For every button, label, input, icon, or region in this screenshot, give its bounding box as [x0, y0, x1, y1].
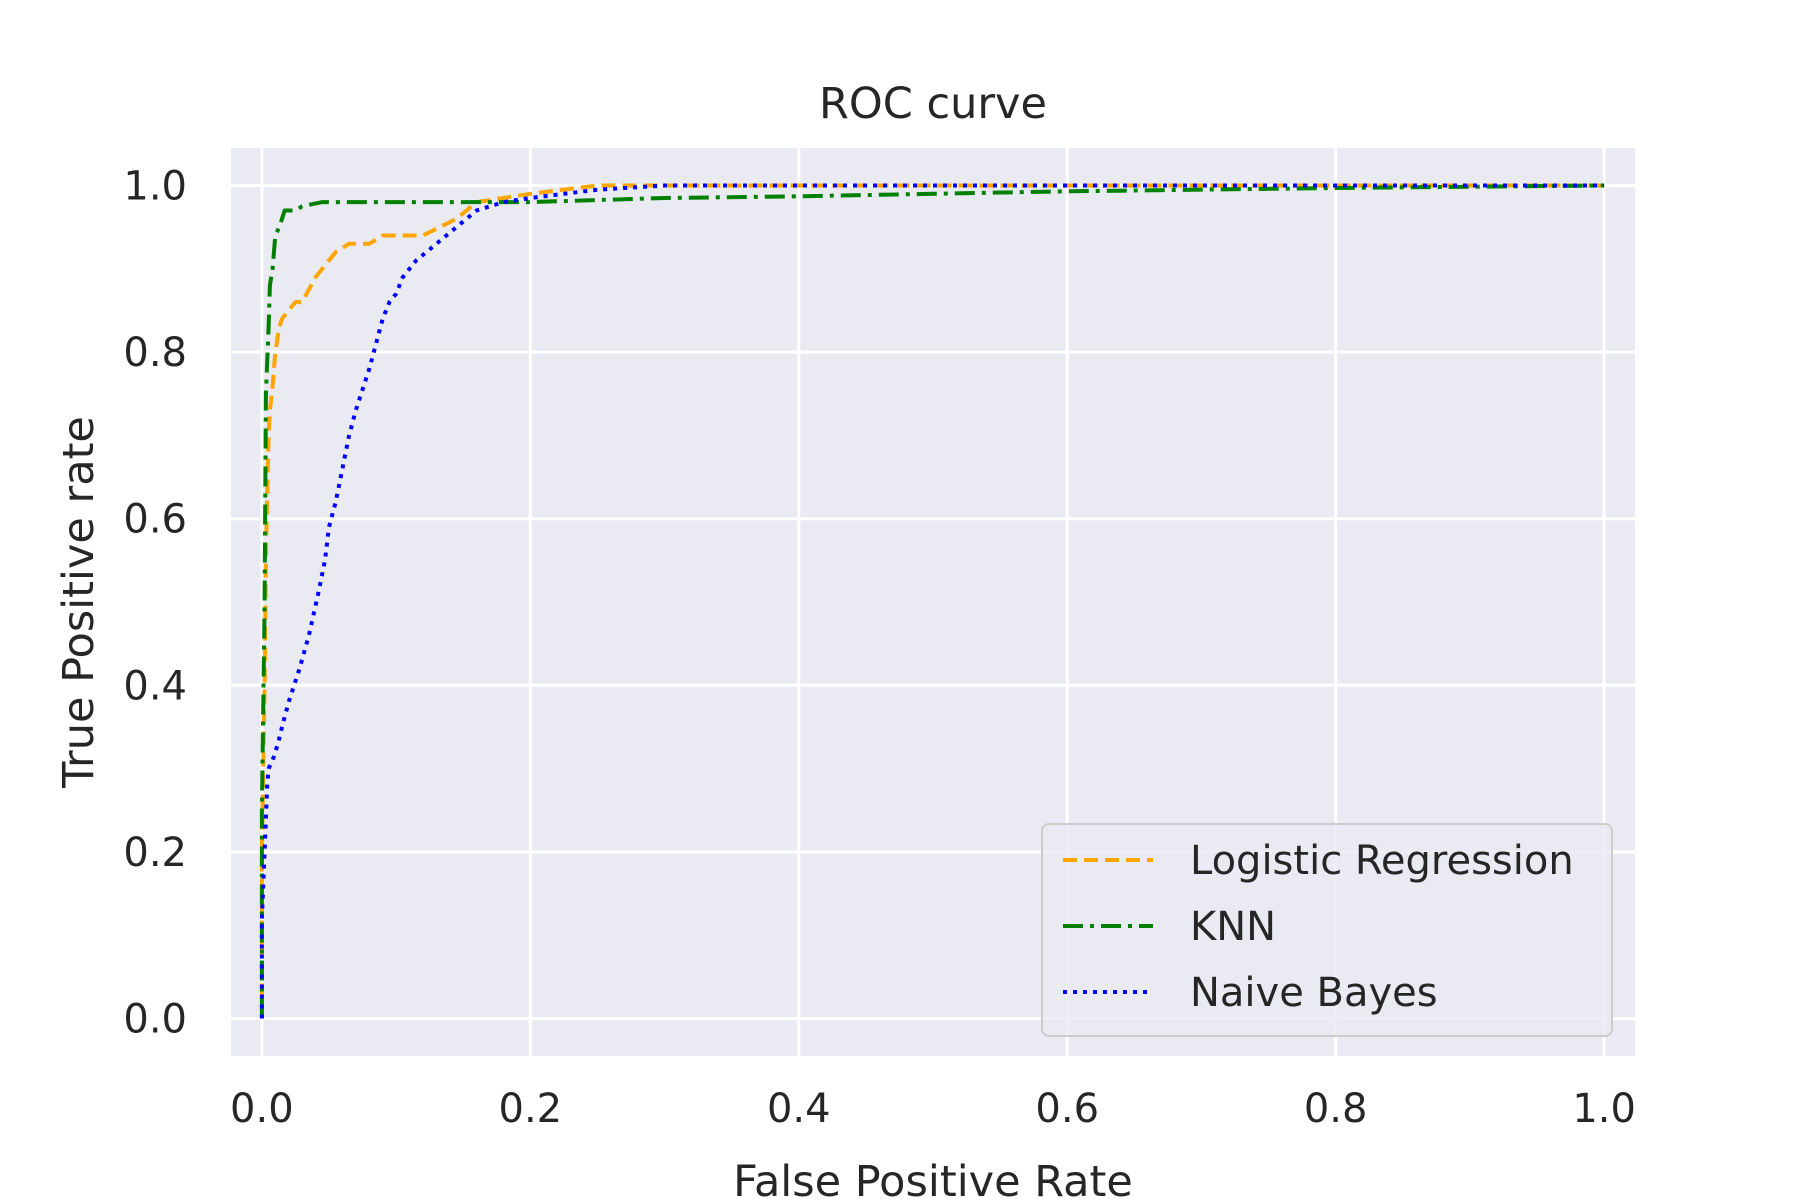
- x-tick-label: 0.2: [499, 1086, 563, 1132]
- x-tick-label: 0.8: [1304, 1086, 1368, 1132]
- x-tick-label: 1.0: [1572, 1086, 1636, 1132]
- series-layer: [259, 183, 1605, 1019]
- legend-label-naive-bayes: Naive Bayes: [1190, 970, 1438, 1016]
- y-axis-title: True Positive rate: [54, 416, 104, 789]
- y-tick-label: 0.8: [123, 330, 187, 376]
- series-line-knn: [259, 183, 1605, 1019]
- y-tick-label: 0.0: [123, 997, 187, 1043]
- tick-labels: 0.0 0.2 0.4 0.6 0.8 1.0 0.0 0.2 0.4 0.6 0.8 1.0: [123, 163, 1636, 1132]
- x-tick-label: 0.6: [1035, 1086, 1099, 1132]
- grid: [231, 148, 1635, 1056]
- y-tick-label: 1.0: [123, 163, 187, 209]
- x-tick-label: 0.0: [230, 1086, 294, 1132]
- chart-title: ROC curve: [819, 79, 1047, 129]
- legend-label-logistic-regression: Logistic Regression: [1190, 838, 1574, 884]
- legend-label-knn: KNN: [1190, 904, 1276, 950]
- y-tick-label: 0.6: [123, 497, 187, 543]
- legend-box: [1041, 823, 1613, 1037]
- legend: Logistic Regression KNN Naive Bayes: [1041, 823, 1613, 1037]
- x-tick-label: 0.4: [767, 1086, 831, 1132]
- x-axis-title: False Positive Rate: [733, 1157, 1133, 1200]
- series-line-naive-bayes: [259, 183, 1605, 1019]
- series-line-logistic-regression: [259, 183, 1605, 1019]
- y-tick-label: 0.4: [123, 663, 187, 709]
- y-tick-label: 0.2: [123, 830, 187, 876]
